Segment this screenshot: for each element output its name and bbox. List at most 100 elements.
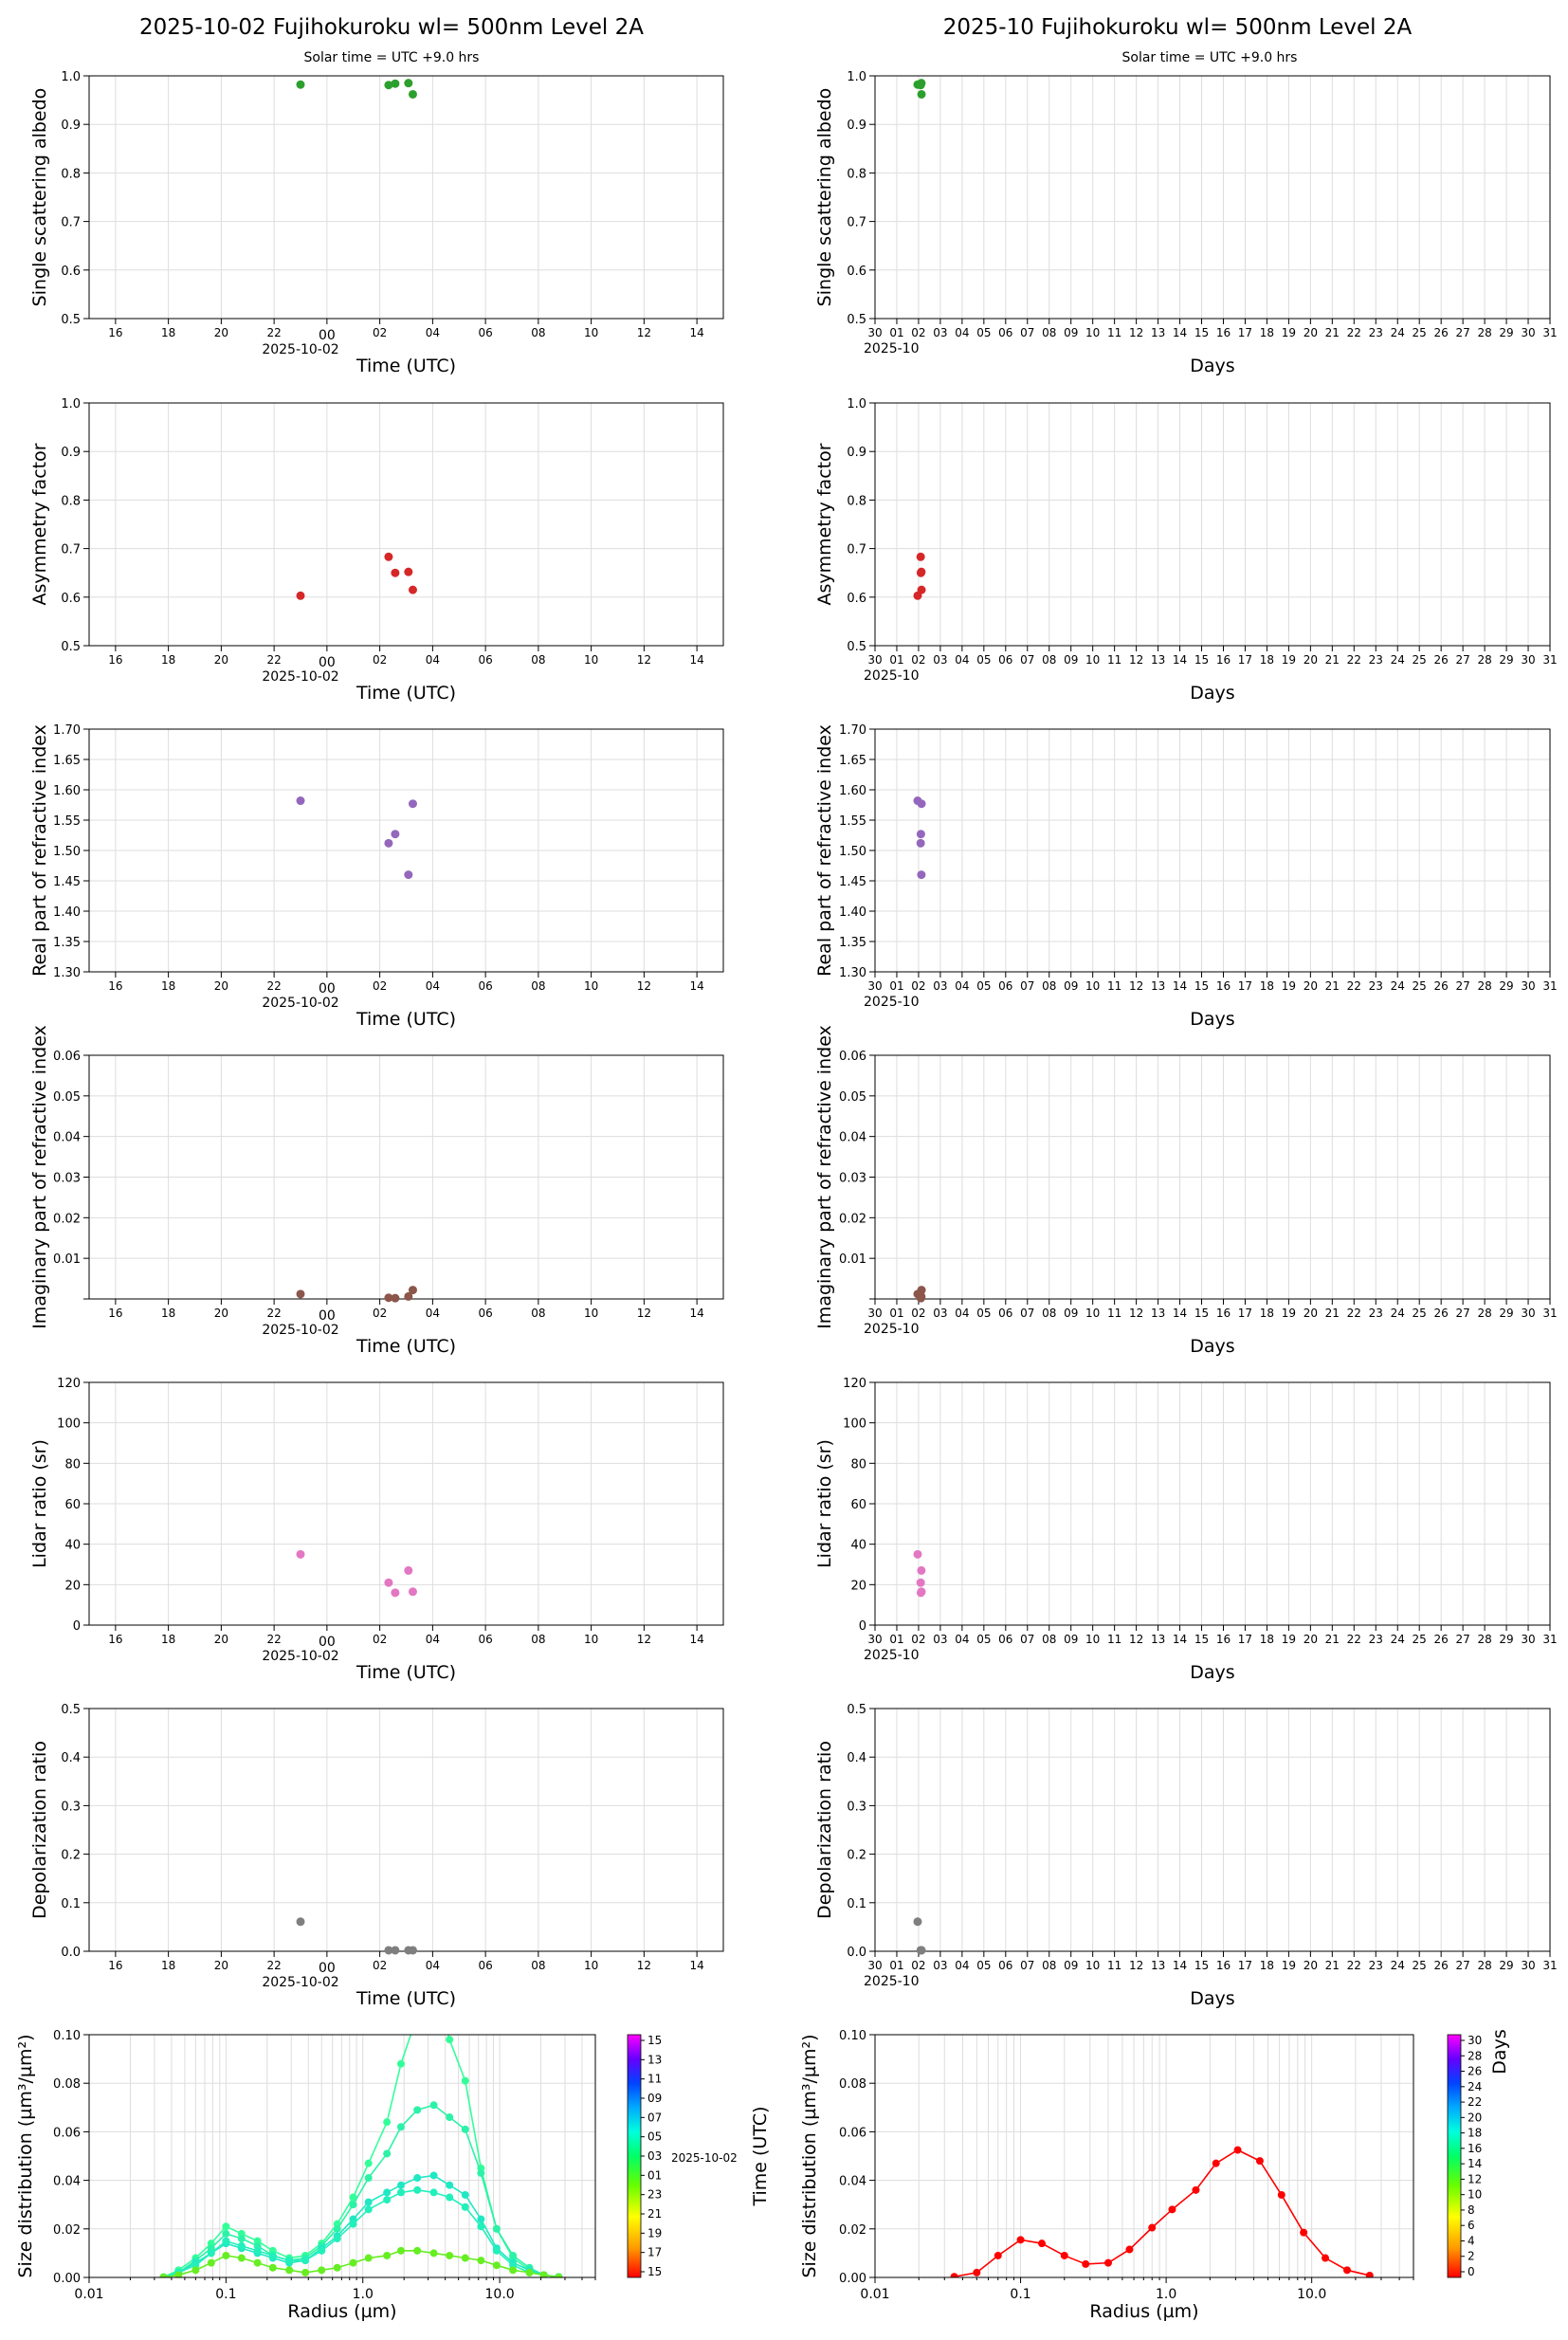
x-tick-label: 17 bbox=[1238, 1633, 1252, 1646]
x-axis-label: Radius (µm) bbox=[287, 2301, 396, 2322]
x-tick-label: 16 bbox=[108, 653, 122, 667]
x-tick-label: 13 bbox=[1151, 1633, 1165, 1646]
x-tick-label: 09 bbox=[1064, 1959, 1078, 1972]
x-tick-label: 14 bbox=[1173, 979, 1187, 993]
colorbar-tick-label: 01 bbox=[647, 2168, 662, 2182]
x-tick-label: 12 bbox=[1129, 979, 1143, 993]
data-point bbox=[408, 585, 417, 594]
x-tick-label: 07 bbox=[1020, 653, 1034, 667]
x-tick-label: 10 bbox=[1085, 1307, 1100, 1320]
x-tick-label: 06 bbox=[998, 653, 1012, 667]
x-tick-label: 12 bbox=[1129, 1959, 1143, 1972]
data-point bbox=[404, 79, 413, 88]
y-tick-label: 0.06 bbox=[53, 1050, 81, 1064]
x-tick-label: 06 bbox=[998, 1959, 1012, 1972]
x-tick-label: 11 bbox=[1107, 653, 1121, 667]
series-marker bbox=[1104, 2258, 1113, 2267]
x-tick-label: 10.0 bbox=[485, 2287, 515, 2302]
x-tick-label: 02 bbox=[373, 653, 387, 667]
x-tick-label: 0.1 bbox=[1010, 2287, 1030, 2302]
colorbar-tick-label: 13 bbox=[647, 2053, 662, 2066]
x-tick-label: 06 bbox=[998, 1633, 1012, 1646]
x-tick-label: 06 bbox=[478, 1633, 492, 1646]
colorbar-label: Days bbox=[1489, 2029, 1510, 2074]
x-tick-label: 04 bbox=[955, 979, 969, 993]
y-tick-label: 60 bbox=[850, 1498, 866, 1512]
x-tick-label: 30 bbox=[867, 653, 882, 667]
series-marker bbox=[1233, 2146, 1242, 2154]
y-tick-label: 1.0 bbox=[61, 397, 81, 411]
x-tick-label: 22 bbox=[1347, 326, 1361, 339]
series-marker bbox=[396, 2181, 405, 2189]
x-date-label: 2025-10-02 bbox=[262, 1323, 338, 1338]
x-tick-label: 18 bbox=[1260, 1633, 1274, 1646]
chart-panel-10: 0 20 40 60 80 100 120 30 01 02 03 04 05 06 07 08 09 10 11 1… bbox=[814, 1377, 1558, 1683]
x-tick-label: 24 bbox=[1391, 653, 1405, 667]
y-tick-label: 0.00 bbox=[839, 2272, 866, 2286]
x-tick-label: 04 bbox=[426, 1959, 440, 1972]
x-tick-label: 02 bbox=[373, 326, 387, 339]
y-tick-label: 0.7 bbox=[847, 216, 866, 230]
colorbar-tick-label: 28 bbox=[1468, 2049, 1482, 2062]
x-tick-label: 05 bbox=[976, 1959, 991, 1972]
x-tick-label: 06 bbox=[478, 1959, 492, 1972]
data-point bbox=[384, 1946, 393, 1955]
y-tick-label: 80 bbox=[850, 1457, 866, 1472]
series-marker bbox=[301, 2257, 310, 2265]
y-tick-label: 1.0 bbox=[61, 70, 81, 84]
y-tick-label: 1.45 bbox=[53, 875, 81, 889]
x-tick-label: 15 bbox=[1194, 326, 1209, 339]
x-axis-label: Days bbox=[1190, 1009, 1234, 1030]
colorbar-date-label: 2025-10-02 bbox=[671, 2151, 738, 2165]
x-tick-label: 30 bbox=[1521, 979, 1535, 993]
series-marker bbox=[1016, 2236, 1025, 2244]
y-tick-label: 1.65 bbox=[839, 754, 866, 768]
colorbar-tick-label: 14 bbox=[1468, 2157, 1482, 2170]
x-tick-label: 22 bbox=[266, 653, 281, 667]
x-tick-label: 08 bbox=[531, 1633, 545, 1646]
x-tick-label: 11 bbox=[1107, 326, 1121, 339]
y-tick-label: 0.06 bbox=[839, 1050, 866, 1064]
x-tick-label: 31 bbox=[1542, 653, 1557, 667]
x-tick-label: 14 bbox=[689, 326, 703, 339]
y-tick-label: 0.9 bbox=[847, 446, 866, 460]
y-tick-label: 0.6 bbox=[847, 592, 866, 606]
series-marker bbox=[364, 2159, 373, 2167]
x-tick-label: 14 bbox=[1173, 1959, 1187, 1972]
x-tick-label: 07 bbox=[1020, 979, 1034, 993]
x-axis-label: Time (UTC) bbox=[356, 1336, 456, 1357]
colorbar-tick-label: 0 bbox=[1468, 2265, 1475, 2278]
y-tick-label: 0.0 bbox=[61, 1946, 81, 1960]
x-tick-label: 18 bbox=[1260, 979, 1274, 993]
x-tick-label: 08 bbox=[1042, 1633, 1056, 1646]
y-axis-label: Asymmetry factor bbox=[814, 443, 835, 605]
x-tick-label: 00 bbox=[319, 981, 336, 996]
x-tick-label: 26 bbox=[1434, 653, 1449, 667]
plot-frame bbox=[88, 402, 724, 647]
y-tick-label: 1.40 bbox=[53, 905, 81, 920]
y-tick-label: 1.60 bbox=[53, 784, 81, 798]
series-marker bbox=[285, 2257, 294, 2265]
x-tick-label: 07 bbox=[1020, 1633, 1034, 1646]
x-tick-label: 23 bbox=[1369, 1307, 1383, 1320]
x-tick-label: 02 bbox=[911, 979, 925, 993]
y-tick-label: 0.3 bbox=[61, 1800, 81, 1814]
x-date-label: 2025-10-02 bbox=[262, 1649, 338, 1664]
x-axis-label: Days bbox=[1190, 356, 1234, 376]
x-tick-label: 04 bbox=[426, 653, 440, 667]
x-tick-label: 14 bbox=[1173, 1307, 1187, 1320]
series-marker bbox=[446, 2113, 454, 2122]
x-tick-label: 16 bbox=[108, 979, 122, 993]
x-tick-label: 10 bbox=[584, 653, 598, 667]
series-marker bbox=[383, 2149, 392, 2158]
x-tick-label: 12 bbox=[637, 1633, 651, 1646]
series-marker bbox=[429, 2171, 438, 2180]
chart-panel-9: 0 20 40 60 80 100 120 16 18 20 22 00 02 04 06 08 10 12 14 2… bbox=[29, 1377, 724, 1683]
x-tick-label: 20 bbox=[1304, 1959, 1318, 1972]
x-tick-label: 06 bbox=[998, 326, 1012, 339]
y-tick-label: 0.05 bbox=[839, 1090, 866, 1105]
y-tick-label: 0.03 bbox=[53, 1172, 81, 1186]
size-series-1 bbox=[950, 2146, 1374, 2277]
colorbar-tick-label: 20 bbox=[1468, 2111, 1482, 2124]
